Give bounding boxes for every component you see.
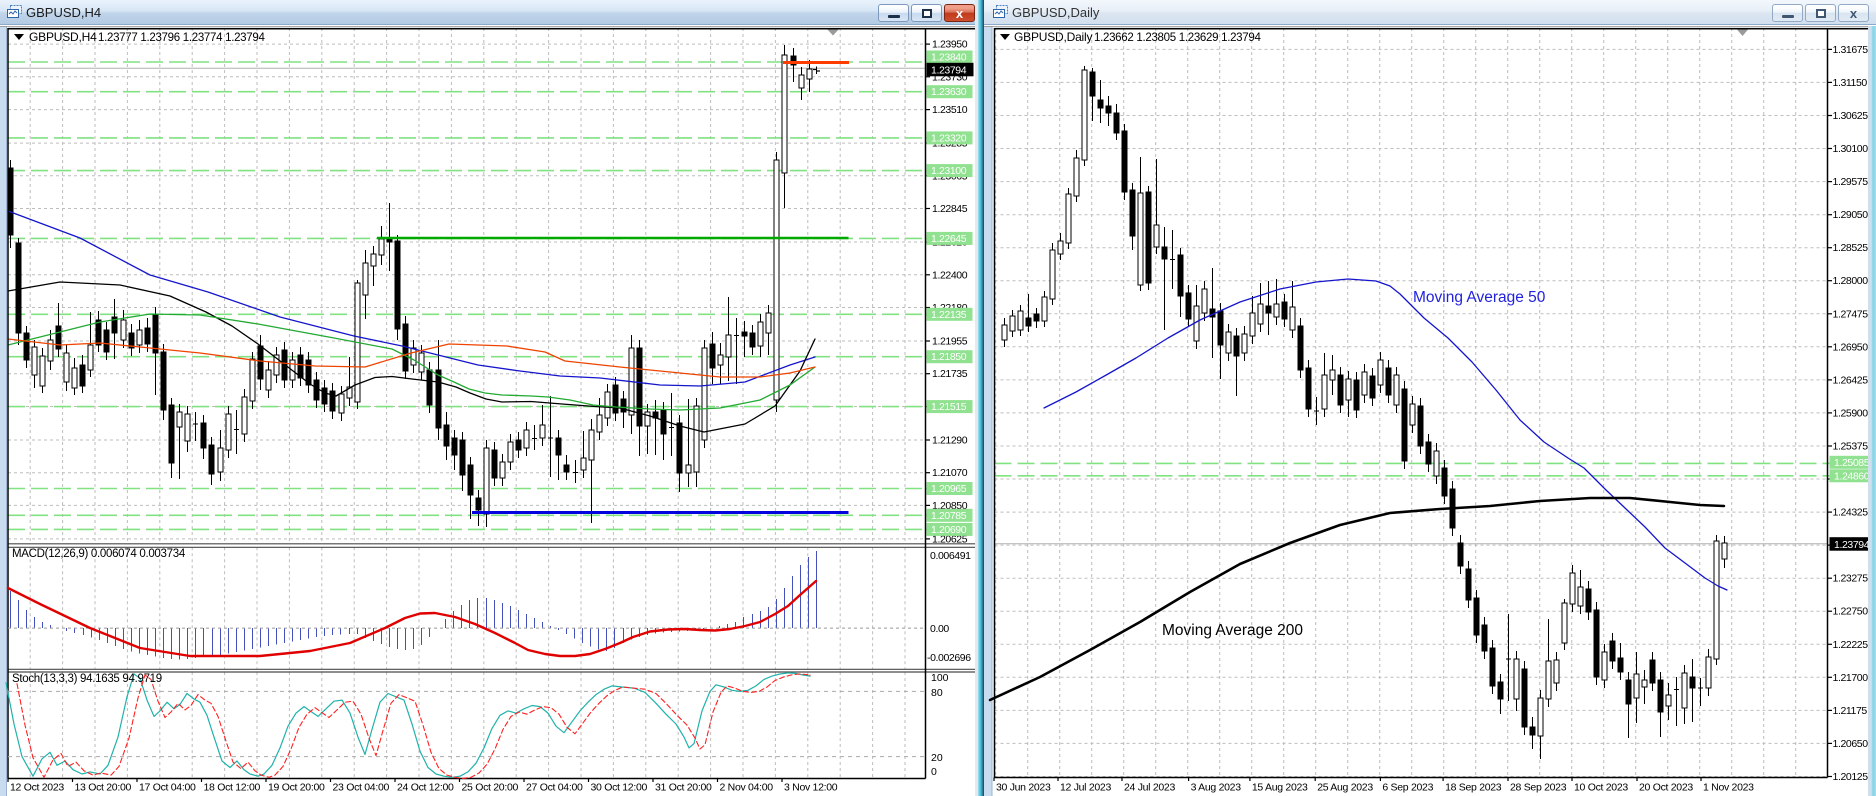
svg-text:1.23794: 1.23794 [1834, 539, 1870, 551]
svg-text:0.00: 0.00 [930, 623, 949, 635]
svg-text:1.23100: 1.23100 [931, 165, 967, 177]
svg-text:17 Oct 04:00: 17 Oct 04:00 [139, 782, 196, 794]
svg-text:1.31150: 1.31150 [1833, 77, 1868, 89]
svg-text:6 Sep 2023: 6 Sep 2023 [1382, 782, 1433, 794]
svg-text:1.21700: 1.21700 [1833, 672, 1869, 684]
svg-text:Stoch(13,3,3) 94.1635 94.9719: Stoch(13,3,3) 94.1635 94.9719 [12, 673, 162, 685]
svg-text:24 Jul 2023: 24 Jul 2023 [1124, 782, 1175, 794]
svg-text:1.21290: 1.21290 [932, 435, 968, 447]
svg-text:1.25900: 1.25900 [1833, 407, 1869, 419]
svg-text:1.20690: 1.20690 [931, 524, 967, 536]
svg-text:GBPUSD,Daily: GBPUSD,Daily [1014, 30, 1092, 44]
svg-text:12 Jul 2023: 12 Jul 2023 [1060, 782, 1111, 794]
svg-text:1.31675: 1.31675 [1833, 44, 1869, 56]
svg-text:1.21850: 1.21850 [931, 351, 967, 363]
svg-text:1.23777 1.23796 1.23774 1.2379: 1.23777 1.23796 1.23774 1.23794 [98, 32, 265, 44]
svg-text:19 Oct 20:00: 19 Oct 20:00 [268, 782, 325, 794]
svg-text:1.29050: 1.29050 [1833, 209, 1869, 221]
svg-text:1.22225: 1.22225 [1833, 639, 1869, 651]
svg-text:1.25085: 1.25085 [1834, 457, 1870, 469]
svg-text:1.30100: 1.30100 [1833, 143, 1869, 155]
svg-text:25 Aug 2023: 25 Aug 2023 [1317, 782, 1373, 794]
svg-text:1.23510: 1.23510 [932, 104, 968, 116]
svg-text:12 Oct 2023: 12 Oct 2023 [10, 782, 64, 794]
svg-text:80: 80 [931, 687, 943, 699]
svg-text:1.23840: 1.23840 [931, 52, 967, 64]
svg-text:20: 20 [931, 752, 943, 764]
svg-text:15 Aug 2023: 15 Aug 2023 [1252, 782, 1308, 794]
svg-text:23 Oct 04:00: 23 Oct 04:00 [333, 782, 390, 794]
svg-text:1.26425: 1.26425 [1833, 374, 1869, 386]
svg-text:1.20650: 1.20650 [1833, 738, 1869, 750]
svg-text:0.006491: 0.006491 [930, 550, 971, 562]
svg-text:13 Oct 20:00: 13 Oct 20:00 [75, 782, 132, 794]
svg-text:1.23275: 1.23275 [1833, 573, 1869, 585]
svg-text:3 Nov 12:00: 3 Nov 12:00 [784, 782, 838, 794]
svg-text:1.21515: 1.21515 [931, 401, 967, 413]
svg-text:GBPUSD,H4: GBPUSD,H4 [29, 30, 97, 44]
svg-text:25 Oct 20:00: 25 Oct 20:00 [462, 782, 519, 794]
svg-text:1.25375: 1.25375 [1833, 441, 1869, 453]
svg-text:24 Oct 12:00: 24 Oct 12:00 [397, 782, 454, 794]
svg-text:100: 100 [931, 672, 949, 684]
svg-text:1.20125: 1.20125 [1833, 771, 1869, 783]
svg-text:18 Oct 12:00: 18 Oct 12:00 [204, 782, 261, 794]
svg-text:1.20785: 1.20785 [931, 510, 967, 522]
svg-text:1.28000: 1.28000 [1833, 275, 1869, 287]
svg-text:31 Oct 20:00: 31 Oct 20:00 [655, 782, 712, 794]
svg-text:Moving Average 200: Moving Average 200 [1162, 622, 1303, 639]
svg-text:2 Nov 04:00: 2 Nov 04:00 [720, 782, 774, 794]
svg-text:1.22645: 1.22645 [931, 233, 967, 245]
svg-text:1.23794: 1.23794 [931, 65, 967, 77]
svg-text:-0.002696: -0.002696 [927, 652, 971, 664]
svg-text:18 Sep 2023: 18 Sep 2023 [1445, 782, 1502, 794]
svg-text:3 Aug 2023: 3 Aug 2023 [1191, 782, 1242, 794]
svg-text:10 Oct 2023: 10 Oct 2023 [1574, 782, 1628, 794]
svg-text:1.22135: 1.22135 [931, 309, 967, 321]
svg-text:1.23950: 1.23950 [932, 39, 968, 51]
svg-text:30 Oct 12:00: 30 Oct 12:00 [591, 782, 648, 794]
svg-text:28 Sep 2023: 28 Sep 2023 [1510, 782, 1567, 794]
svg-text:1.27475: 1.27475 [1833, 308, 1869, 320]
svg-text:1.29575: 1.29575 [1833, 176, 1869, 188]
svg-text:1.24860: 1.24860 [1834, 470, 1870, 482]
svg-text:1.23320: 1.23320 [931, 132, 967, 144]
svg-text:1.21955: 1.21955 [932, 336, 968, 348]
svg-text:1.26950: 1.26950 [1833, 341, 1869, 353]
svg-text:1 Nov 2023: 1 Nov 2023 [1703, 782, 1754, 794]
svg-text:1.21070: 1.21070 [932, 467, 968, 479]
svg-text:1.23630: 1.23630 [931, 86, 967, 98]
svg-text:1.23662 1.23805 1.23629 1.2379: 1.23662 1.23805 1.23629 1.23794 [1094, 32, 1261, 44]
svg-text:MACD(12,26,9) 0.006074 0.00373: MACD(12,26,9) 0.006074 0.003734 [12, 548, 186, 560]
svg-text:1.21175: 1.21175 [1833, 705, 1868, 717]
svg-text:1.20625: 1.20625 [932, 533, 968, 545]
svg-text:20 Oct 2023: 20 Oct 2023 [1639, 782, 1693, 794]
svg-text:1.20965: 1.20965 [931, 483, 967, 495]
svg-text:1.30625: 1.30625 [1833, 110, 1869, 122]
svg-text:1.24325: 1.24325 [1833, 507, 1869, 519]
svg-text:30 Jun 2023: 30 Jun 2023 [996, 782, 1051, 794]
svg-text:1.21735: 1.21735 [932, 368, 968, 380]
svg-text:1.22750: 1.22750 [1833, 606, 1869, 618]
svg-text:0: 0 [931, 766, 937, 778]
svg-text:1.22845: 1.22845 [932, 203, 968, 215]
svg-text:1.22400: 1.22400 [932, 269, 968, 281]
svg-text:27 Oct 04:00: 27 Oct 04:00 [526, 782, 583, 794]
svg-text:1.28525: 1.28525 [1833, 242, 1869, 254]
svg-text:Moving Average 50: Moving Average 50 [1413, 289, 1546, 306]
